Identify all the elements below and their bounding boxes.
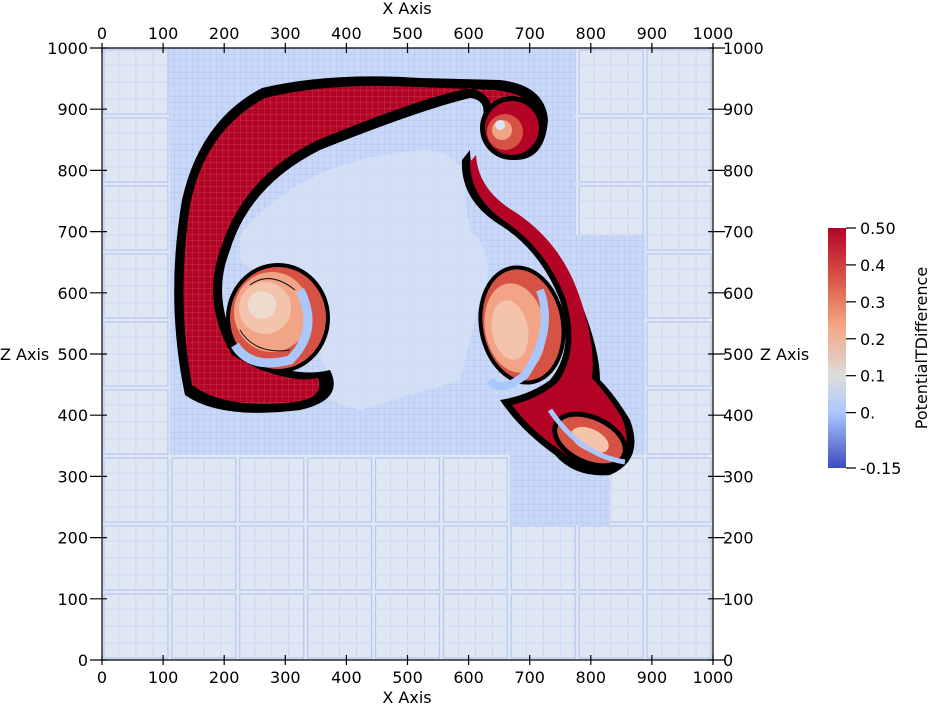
x-tick-label-bottom: 500 — [392, 668, 423, 687]
x-tick-label-bottom: 0 — [97, 668, 107, 687]
z-tick-label-right: 300 — [723, 467, 754, 486]
x-tick-label-bottom: 400 — [331, 668, 362, 687]
z-tick-label-left: 400 — [57, 406, 88, 425]
x-axis-title-top: X Axis — [382, 0, 431, 18]
colorbar: 0.50 0.4 0.3 0.2 0.1 0. -0.15 PotentialTDiffer… — [828, 219, 931, 478]
z-tick-label-left: 1000 — [47, 39, 88, 58]
x-tick-label-bottom: 200 — [209, 668, 240, 687]
z-tick-label-left: 200 — [57, 529, 88, 548]
z-tick-label-left: 700 — [57, 223, 88, 242]
x-tick-label-top: 700 — [514, 24, 545, 43]
colorbar-ticks: 0.50 0.4 0.3 0.2 0.1 0. -0.15 — [846, 219, 901, 478]
axes: 0010010020020030030040040050050060060070… — [47, 24, 763, 687]
right-vortex — [478, 265, 566, 391]
z-tick-label-right: 400 — [723, 406, 754, 425]
top-curl — [480, 96, 544, 160]
x-tick-label-bottom: 600 — [453, 668, 484, 687]
x-tick-label-top: 600 — [453, 24, 484, 43]
colorbar-tick-label: -0.15 — [860, 459, 901, 478]
z-tick-label-right: 200 — [723, 529, 754, 548]
left-vortex — [226, 263, 330, 373]
z-tick-label-left: 0 — [78, 651, 88, 670]
left-plume-mesh — [183, 85, 538, 404]
x-tick-label-top: 1000 — [693, 24, 734, 43]
z-tick-label-right: 100 — [723, 590, 754, 609]
z-tick-label-right: 500 — [723, 345, 754, 364]
z-axis-title-left: Z Axis — [0, 345, 49, 364]
x-tick-label-bottom: 300 — [270, 668, 301, 687]
z-tick-label-right: 700 — [723, 223, 754, 242]
x-tick-label-top: 300 — [270, 24, 301, 43]
x-tick-label-top: 900 — [637, 24, 668, 43]
x-tick-label-bottom: 100 — [148, 668, 179, 687]
z-tick-label-right: 1000 — [723, 39, 764, 58]
x-tick-label-bottom: 1000 — [693, 668, 734, 687]
colorbar-tick-label: 0.2 — [860, 330, 885, 349]
z-tick-label-left: 900 — [57, 100, 88, 119]
colorbar-tick-label: 0.50 — [860, 219, 896, 238]
right-plume-arm — [470, 155, 627, 467]
colorbar-tick-label: 0.1 — [860, 367, 885, 386]
z-tick-label-right: 800 — [723, 161, 754, 180]
plot-area — [101, 47, 714, 661]
x-tick-label-top: 200 — [209, 24, 240, 43]
z-tick-label-left: 600 — [57, 284, 88, 303]
colorbar-title: PotentialTDifference — [912, 267, 931, 429]
interior-region — [240, 150, 488, 410]
x-tick-label-top: 500 — [392, 24, 423, 43]
z-tick-label-left: 500 — [57, 345, 88, 364]
z-tick-label-right: 600 — [723, 284, 754, 303]
colorbar-tick-label: 0. — [860, 404, 875, 423]
x-tick-label-top: 400 — [331, 24, 362, 43]
x-tick-label-top: 0 — [97, 24, 107, 43]
z-tick-label-right: 0 — [723, 651, 733, 670]
x-tick-label-bottom: 900 — [637, 668, 668, 687]
z-tick-label-right: 900 — [723, 100, 754, 119]
z-axis-title-right: Z Axis — [760, 345, 809, 364]
z-tick-label-left: 800 — [57, 161, 88, 180]
lower-right-vortex — [547, 408, 628, 469]
z-tick-label-left: 300 — [57, 467, 88, 486]
x-axis-title-bottom: X Axis — [382, 688, 431, 705]
colorbar-tick-label: 0.4 — [860, 256, 885, 275]
x-tick-label-top: 100 — [148, 24, 179, 43]
colorbar-tick-label: 0.3 — [860, 293, 885, 312]
z-tick-label-left: 100 — [57, 590, 88, 609]
x-tick-label-bottom: 800 — [576, 668, 607, 687]
x-tick-label-bottom: 700 — [514, 668, 545, 687]
colorbar-gradient — [828, 228, 846, 468]
x-tick-label-top: 800 — [576, 24, 607, 43]
